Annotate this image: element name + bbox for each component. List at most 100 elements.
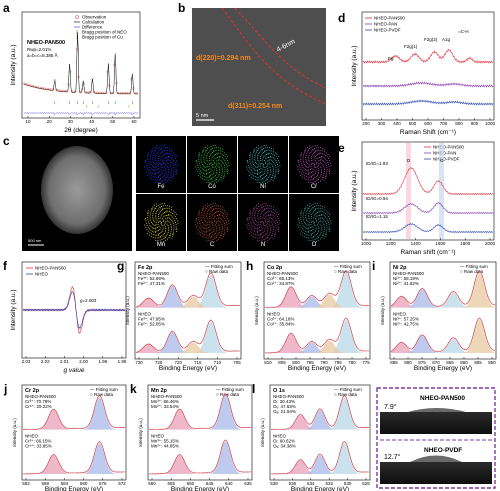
eds-pixel: [217, 175, 219, 177]
eds-pixel: [273, 148, 275, 150]
eds-pixel: [204, 220, 206, 221]
eds-pixel: [258, 148, 259, 149]
eds-pixel: [201, 154, 203, 156]
eds-pixel: [203, 178, 205, 180]
eds-pixel: [168, 214, 169, 215]
eds-pixel: [212, 172, 214, 174]
eds-pixel: [317, 232, 318, 234]
eds-pixel: [320, 207, 322, 209]
eds-pixel: [300, 154, 301, 156]
eds-pixel: [267, 160, 268, 162]
eds-pixel: [266, 174, 267, 176]
eds-pixel: [325, 155, 327, 156]
eds-pixel: [173, 171, 175, 173]
eds-pixel: [213, 218, 214, 220]
eds-pixel: [158, 176, 159, 178]
eds-pixel: [161, 155, 163, 157]
eds-pixel: [216, 218, 217, 220]
eds-pixel: [213, 212, 215, 214]
eds-pixel: [302, 232, 304, 234]
eds-pixel: [249, 230, 251, 232]
eds-pixel: [259, 175, 261, 177]
eds-pixel: [164, 212, 165, 213]
panel-h-top-sample: NHEO-PAN500: [267, 271, 298, 276]
eds-pixel: [150, 226, 152, 228]
raman-d-series-1: [362, 48, 494, 64]
eds-pixel: [275, 218, 277, 220]
eds-pixel: [205, 163, 207, 165]
eds-pixel: [212, 230, 214, 232]
eds-pixel: [267, 179, 268, 180]
eds-pixel: [263, 210, 264, 212]
eds-pixel: [209, 158, 210, 159]
panel-k-bottom-sample: NHEO: [151, 433, 165, 438]
eds-pixel: [265, 158, 267, 160]
eds-pixel: [303, 152, 305, 154]
xrd-pattern: [22, 32, 139, 116]
eds-pixel: [197, 170, 199, 172]
eds-pixel: [264, 160, 265, 162]
eds-pixel: [216, 235, 218, 237]
eds-pixel: [269, 167, 271, 168]
panel-h-x-tick-label: 775: [362, 360, 370, 365]
panel-i: i Ni 2p — Fitting sum○ Raw dataNHEO-PAN500…: [372, 259, 497, 372]
xrd-observation-point: [58, 89, 62, 92]
eds-pixel: [171, 151, 172, 153]
eds-pixel: [146, 166, 148, 168]
eds-pixel: [215, 173, 217, 175]
eds-pixel: [154, 163, 156, 165]
eds-pixel: [325, 158, 327, 160]
eds-pixel: [205, 207, 207, 209]
eds-pixel: [274, 235, 275, 237]
panel-l-fitting-sum-2: [271, 441, 369, 475]
eds-pixel: [266, 173, 268, 175]
eds-pixel: [270, 237, 272, 238]
eds-pixel: [267, 163, 269, 164]
eds-pixel: [306, 220, 308, 221]
eds-pixel: [208, 182, 210, 183]
eds-pixel: [148, 234, 150, 236]
eds-pixel: [300, 210, 302, 212]
eds-pixel: [316, 202, 318, 204]
eds-pixel: [225, 154, 227, 155]
eds-pixel: [224, 167, 226, 169]
xrd-observation-point: [127, 92, 130, 95]
eds-pixel: [170, 225, 172, 227]
panel-g-top-pct: Fe²⁺: 47.31%: [138, 281, 165, 286]
eds-pixel: [165, 210, 167, 212]
eds-pixel: [148, 176, 150, 178]
eds-pixel: [257, 158, 259, 160]
eds-pixel: [214, 241, 216, 242]
eds-pixel: [198, 154, 199, 156]
eds-pixel: [255, 228, 257, 229]
eds-pixel: [154, 176, 156, 178]
eds-pixel: [261, 178, 263, 179]
eds-pixel: [220, 235, 222, 237]
eds-pixel: [204, 170, 206, 171]
panel-k-legend-fit: — Fitting sum: [216, 387, 244, 392]
eds-pixel: [207, 153, 209, 155]
panel-l-x-tick-label: 538: [270, 481, 278, 486]
panel-j-x-tick-label: 588: [41, 481, 49, 486]
eds-pixel: [314, 152, 315, 154]
eds-pixel: [213, 167, 215, 168]
xrd-observation-point: [48, 88, 51, 91]
eds-pixel: [158, 150, 160, 152]
eds-pixel: [267, 181, 269, 183]
eds-pixel: [279, 164, 281, 166]
eds-pixel: [278, 173, 279, 174]
eds-pixel: [219, 228, 221, 230]
eds-pixel: [323, 231, 325, 233]
eds-pixel: [158, 214, 160, 216]
eds-pixel: [328, 229, 330, 230]
eds-pixel: [321, 172, 323, 174]
xrd-observation-point: [118, 92, 121, 95]
eds-pixel: [256, 234, 258, 236]
eds-pixel: [329, 173, 330, 174]
eds-pixel: [249, 212, 250, 214]
eds-pixel: [158, 168, 160, 169]
eds-pixel: [260, 156, 262, 158]
eds-pixel: [311, 160, 313, 161]
eds-pixel: [274, 173, 276, 175]
eds-pixel: [262, 227, 264, 229]
